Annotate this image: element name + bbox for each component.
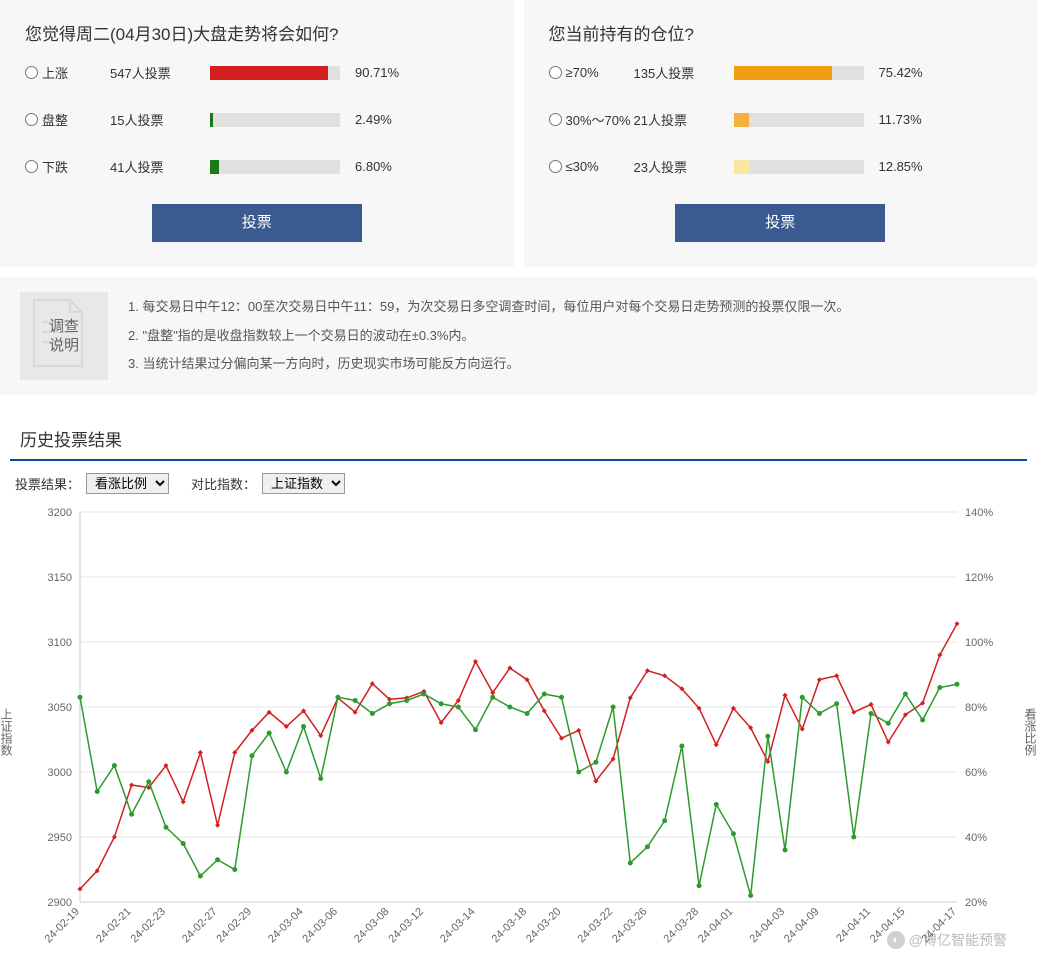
poll-option[interactable]: 30%～70% [549, 110, 634, 129]
poll-card: 您当前持有的仓位? ≥70% 135人投票 75.42% 30%～70%21人投票 11.… [524, 0, 1037, 267]
svg-text:24-03-14: 24-03-14 [438, 906, 478, 946]
svg-text:24-02-27: 24-02-27 [180, 906, 220, 946]
svg-text:40%: 40% [965, 832, 987, 844]
poll-option-row: 上涨 547人投票 90.71% [25, 63, 489, 82]
poll-votes: 41人投票 [110, 157, 210, 176]
svg-text:24-04-11: 24-04-11 [834, 906, 873, 945]
poll-pct: 90.71% [355, 65, 415, 80]
poll-pct: 11.73% [879, 112, 939, 127]
poll-option[interactable]: ≤30% [549, 159, 634, 174]
result-label: 投票结果： [15, 474, 80, 493]
svg-text:20%: 20% [965, 897, 987, 909]
poll-radio[interactable] [549, 66, 562, 79]
poll-option-row: ≤30% 23人投票 12.85% [549, 157, 1013, 176]
poll-votes: 15人投票 [110, 110, 210, 129]
notes-label: 调查说明 [49, 317, 79, 356]
poll-votes: 23人投票 [634, 157, 734, 176]
poll-option-label: ≤30% [566, 159, 599, 174]
svg-text:24-04-01: 24-04-01 [696, 906, 736, 946]
y-axis-left-label: 上证指数 [0, 708, 15, 756]
index-select[interactable]: 上证指数 [262, 473, 345, 494]
svg-text:3200: 3200 [48, 507, 72, 519]
poll-votes: 21人投票 [634, 110, 734, 129]
poll-votes: 547人投票 [110, 63, 210, 82]
svg-text:24-03-28: 24-03-28 [662, 906, 702, 946]
history-title: 历史投票结果 [10, 420, 1027, 461]
svg-text:3050: 3050 [48, 702, 72, 714]
poll-title: 您当前持有的仓位? [549, 20, 1013, 45]
poll-pct: 12.85% [879, 159, 939, 174]
svg-text:100%: 100% [965, 637, 993, 649]
svg-text:60%: 60% [965, 767, 987, 779]
chart-controls: 投票结果： 看涨比例 对比指数： 上证指数 [0, 473, 1037, 502]
svg-text:2950: 2950 [48, 832, 72, 844]
note-item: 1. 每交易日中午12：00至次交易日中午11：59，为次交易日多空调查时间，每… [128, 293, 849, 322]
poll-radio[interactable] [549, 160, 562, 173]
poll-option[interactable]: ≥70% [549, 65, 634, 80]
svg-text:24-02-29: 24-02-29 [214, 906, 254, 946]
vote-button[interactable]: 投票 [152, 204, 362, 242]
svg-text:24-04-03: 24-04-03 [748, 906, 788, 946]
svg-text:3100: 3100 [48, 637, 72, 649]
y-axis-right-label: 看涨比例 [1022, 708, 1037, 756]
svg-text:24-03-20: 24-03-20 [524, 906, 564, 946]
poll-option-row: 下跌 41人投票 6.80% [25, 157, 489, 176]
history-chart: 2950 3000 3050 3100 3150 3200 2900 20% 40% 60% 80%… [10, 502, 1027, 962]
poll-radio[interactable] [25, 113, 38, 126]
poll-bar [734, 160, 864, 174]
svg-text:24-03-18: 24-03-18 [490, 906, 530, 946]
poll-option-label: 下跌 [42, 157, 68, 176]
poll-votes: 135人投票 [634, 63, 734, 82]
svg-text:3000: 3000 [48, 767, 72, 779]
svg-text:24-03-26: 24-03-26 [610, 906, 650, 946]
svg-text:80%: 80% [965, 702, 987, 714]
poll-option[interactable]: 盘整 [25, 110, 110, 129]
poll-option[interactable]: 上涨 [25, 63, 110, 82]
svg-text:24-02-19: 24-02-19 [42, 906, 82, 946]
poll-option-row: ≥70% 135人投票 75.42% [549, 63, 1013, 82]
poll-radio[interactable] [549, 113, 562, 126]
poll-radio[interactable] [25, 66, 38, 79]
poll-pct: 6.80% [355, 159, 415, 174]
svg-text:140%: 140% [965, 507, 993, 519]
poll-bar [210, 113, 340, 127]
svg-text:24-04-09: 24-04-09 [782, 906, 822, 946]
poll-card: 您觉得周二(04月30日)大盘走势将会如何? 上涨 547人投票 90.71% 盘整 15… [0, 0, 514, 267]
note-item: 2. "盘整"指的是收盘指数较上一个交易日的波动在±0.3%内。 [128, 322, 849, 351]
note-item: 3. 当统计结果过分偏向某一方向时，历史现实市场可能反方向运行。 [128, 350, 849, 379]
poll-option-row: 30%～70%21人投票 11.73% [549, 110, 1013, 129]
svg-text:24-03-12: 24-03-12 [386, 906, 426, 946]
poll-option-label: 30%～70% [566, 110, 631, 129]
result-select[interactable]: 看涨比例 [86, 473, 169, 494]
svg-text:24-03-06: 24-03-06 [300, 906, 340, 946]
svg-text:3150: 3150 [48, 572, 72, 584]
svg-text:2900: 2900 [48, 897, 72, 909]
poll-bar [210, 160, 340, 174]
poll-option-row: 盘整 15人投票 2.49% [25, 110, 489, 129]
poll-option-label: 上涨 [42, 63, 68, 82]
poll-bar [210, 66, 340, 80]
poll-option-label: ≥70% [566, 65, 599, 80]
poll-pct: 2.49% [355, 112, 415, 127]
watermark: ◐ @博亿智能预警 [887, 930, 1007, 950]
vote-button[interactable]: 投票 [675, 204, 885, 242]
poll-option[interactable]: 下跌 [25, 157, 110, 176]
poll-title: 您觉得周二(04月30日)大盘走势将会如何? [25, 20, 489, 45]
weibo-icon: ◐ [887, 931, 905, 949]
poll-pct: 75.42% [879, 65, 939, 80]
poll-bar [734, 66, 864, 80]
index-label: 对比指数： [191, 474, 256, 493]
svg-text:120%: 120% [965, 572, 993, 584]
svg-text:24-02-21: 24-02-21 [94, 906, 134, 946]
svg-text:24-03-22: 24-03-22 [576, 906, 616, 946]
svg-text:24-03-08: 24-03-08 [352, 906, 392, 946]
notes-list: 1. 每交易日中午12：00至次交易日中午11：59，为次交易日多空调查时间，每… [128, 293, 849, 379]
svg-text:24-03-04: 24-03-04 [266, 906, 306, 946]
svg-text:24-02-23: 24-02-23 [128, 906, 168, 946]
poll-radio[interactable] [25, 160, 38, 173]
notes-icon: 调查说明 [20, 292, 108, 380]
poll-option-label: 盘整 [42, 110, 68, 129]
poll-bar [734, 113, 864, 127]
